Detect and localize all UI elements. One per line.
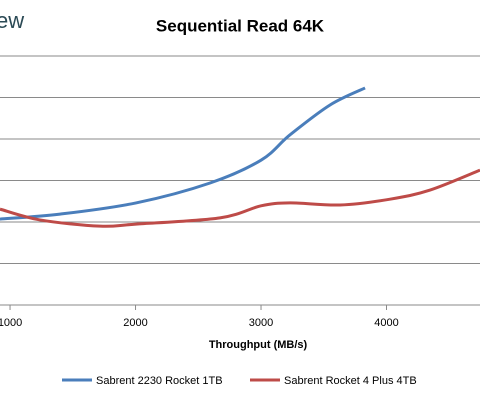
legend-label: Sabrent 2230 Rocket 1TB [96, 375, 223, 387]
x-tick-label: 3000 [249, 317, 273, 329]
legend-label: Sabrent Rocket 4 Plus 4TB [284, 375, 417, 387]
series-line [0, 168, 480, 228]
x-tick-label: 4000 [374, 317, 398, 329]
chart-title: Sequential Read 64K [156, 16, 325, 35]
series-line [0, 86, 366, 221]
x-axis-title: Throughput (MB/s) [209, 339, 308, 351]
x-tick-label: 2000 [123, 317, 147, 329]
x-tick-label: 1000 [0, 317, 22, 329]
watermark: ew [0, 8, 24, 33]
